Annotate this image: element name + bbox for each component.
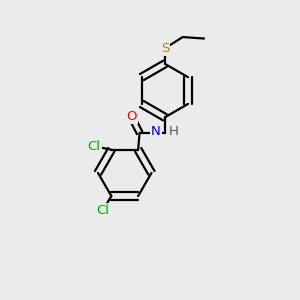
Text: S: S: [161, 42, 169, 55]
Text: O: O: [126, 110, 136, 123]
Text: N: N: [151, 125, 161, 138]
Text: H: H: [169, 125, 178, 138]
Text: Cl: Cl: [88, 140, 100, 153]
Text: Cl: Cl: [96, 204, 109, 218]
